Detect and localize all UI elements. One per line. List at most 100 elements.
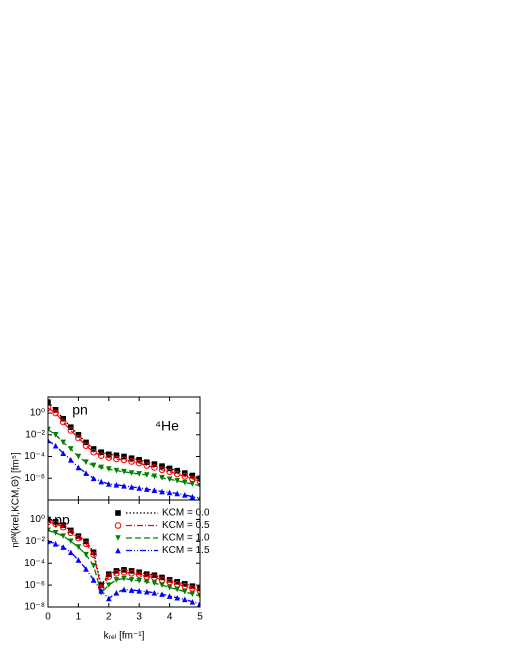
marker: [106, 595, 112, 602]
marker: [82, 442, 90, 449]
marker: [60, 533, 66, 539]
marker: [189, 493, 196, 500]
marker: [90, 462, 97, 469]
marker: [60, 522, 66, 528]
marker: [121, 483, 127, 489]
marker: [151, 572, 158, 579]
marker: [60, 544, 66, 550]
marker: [159, 582, 165, 588]
panel-label: pn: [72, 402, 88, 418]
marker: [151, 589, 158, 596]
marker: [182, 479, 188, 486]
marker: [48, 426, 51, 433]
marker: [182, 588, 188, 595]
marker: [159, 591, 165, 597]
marker: [90, 577, 97, 583]
marker: [136, 485, 142, 491]
marker: [174, 477, 180, 484]
marker: [128, 587, 135, 593]
marker: [113, 455, 120, 463]
y-tick-label: 10⁻⁴: [24, 558, 45, 569]
x-tick-label: 0: [45, 612, 51, 623]
marker: [113, 589, 120, 596]
marker: [166, 577, 173, 583]
marker: [52, 540, 59, 547]
marker: [83, 459, 89, 466]
marker: [159, 463, 165, 469]
marker: [98, 588, 104, 594]
marker: [159, 475, 165, 481]
marker: [48, 399, 51, 405]
marker: [75, 534, 82, 542]
marker: [105, 454, 113, 461]
panel-label: ⁴He: [155, 418, 179, 434]
legend-marker: [115, 535, 121, 541]
marker: [174, 594, 180, 601]
y-axis-label: nᵖᴺ(krel,KCM,Θ) [fm⁵]: [11, 452, 22, 548]
marker: [151, 580, 158, 586]
marker: [144, 486, 150, 492]
marker: [121, 468, 127, 475]
y-tick-label: 10⁻⁶: [24, 473, 45, 484]
y-tick-label: 10⁻⁶: [24, 580, 45, 591]
marker: [106, 582, 112, 588]
marker: [106, 481, 112, 487]
x-axis-label: kᵣₑₗ [fm⁻¹]: [104, 631, 145, 642]
marker: [121, 586, 127, 593]
marker: [189, 591, 196, 597]
marker: [106, 466, 112, 472]
marker: [136, 577, 142, 584]
marker: [128, 484, 135, 490]
marker: [174, 586, 180, 593]
marker: [82, 540, 90, 548]
marker: [113, 570, 120, 577]
marker: [75, 453, 82, 460]
marker: [52, 530, 59, 536]
x-tick-label: 1: [76, 612, 82, 623]
marker: [189, 585, 196, 592]
marker: [182, 596, 188, 603]
marker: [67, 529, 75, 537]
marker: [83, 551, 89, 558]
marker: [197, 483, 200, 489]
y-tick-label: 10⁰: [30, 514, 45, 525]
marker: [136, 471, 142, 477]
x-tick-label: 2: [106, 612, 112, 623]
plot-frame: [47, 499, 201, 608]
marker: [128, 577, 135, 583]
marker: [90, 475, 97, 482]
series-line: [48, 401, 200, 479]
marker: [75, 533, 82, 539]
y-tick-label: 10⁻⁸: [24, 602, 45, 613]
marker: [166, 489, 173, 496]
marker: [98, 464, 104, 471]
marker: [68, 456, 74, 463]
marker: [158, 466, 166, 474]
marker: [52, 442, 59, 449]
marker: [136, 588, 142, 594]
marker: [144, 579, 150, 585]
marker: [48, 437, 51, 444]
y-tick-label: 10⁻²: [25, 429, 45, 440]
marker: [135, 459, 143, 467]
marker: [151, 574, 158, 581]
marker: [181, 473, 189, 480]
marker: [60, 450, 66, 457]
marker: [97, 452, 105, 459]
marker: [151, 487, 158, 493]
marker: [90, 551, 97, 559]
series-line: [48, 429, 200, 487]
marker: [68, 549, 74, 556]
marker: [197, 593, 200, 599]
panel-label: pp: [54, 512, 70, 528]
legend-label: KCM = 1.5: [162, 545, 210, 556]
marker: [113, 482, 120, 488]
marker: [189, 598, 196, 605]
marker: [120, 568, 128, 576]
marker: [113, 577, 120, 583]
legend-marker: [115, 510, 121, 516]
legend-label: KCM = 0.0: [162, 508, 210, 519]
marker: [144, 472, 150, 478]
marker: [143, 462, 151, 469]
